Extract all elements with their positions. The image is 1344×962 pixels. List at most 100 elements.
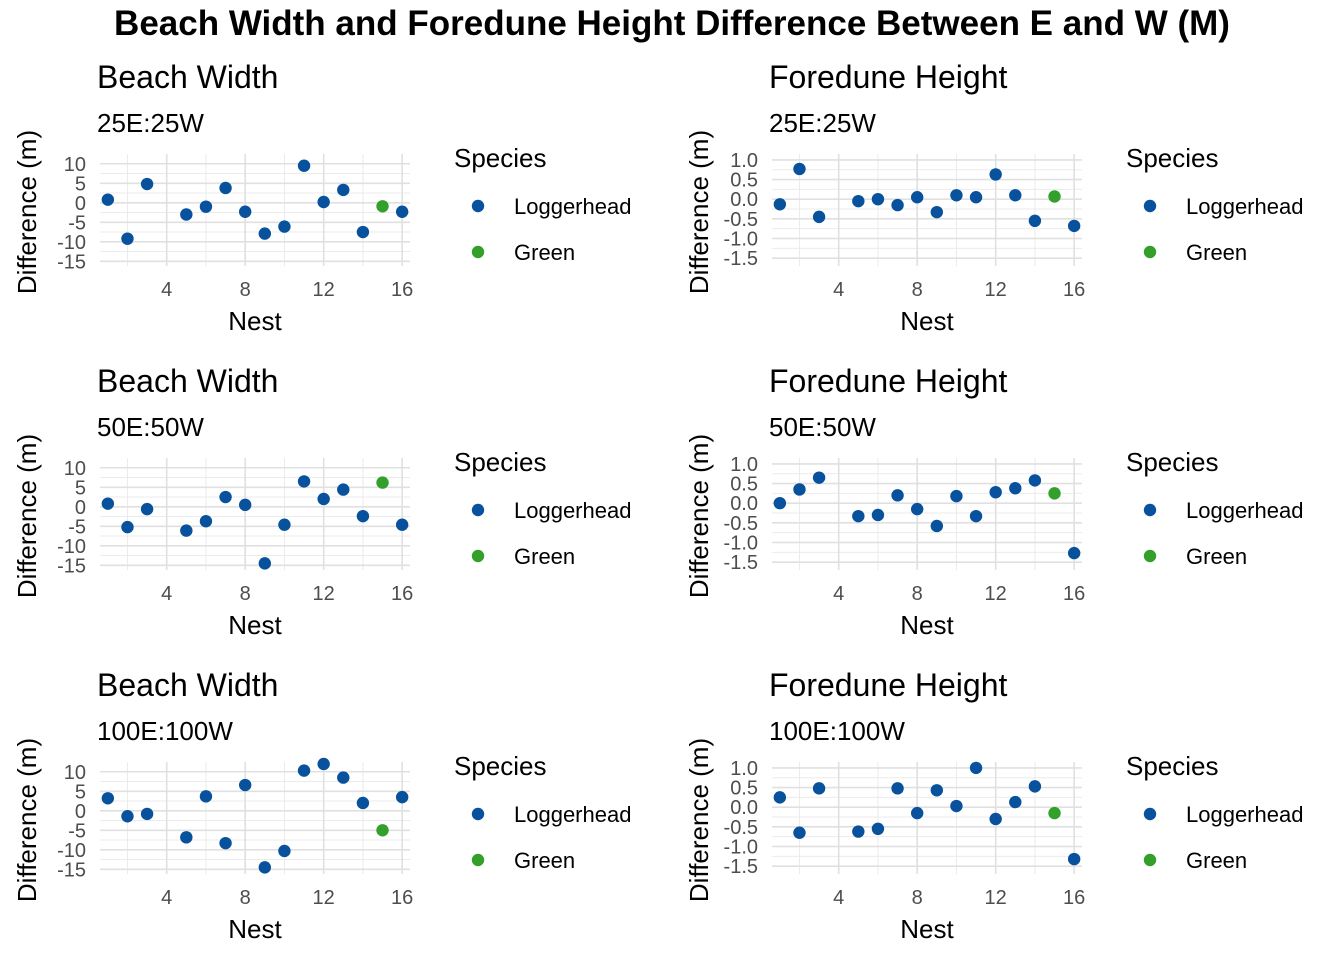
loggerhead-point [989,168,1002,181]
x-axis-title: Nest [900,914,954,944]
loggerhead-point [1028,474,1042,487]
y-tick-label: 5 [75,781,86,803]
y-tick-label: -10 [57,232,86,254]
y-tick-label: 0 [75,801,86,823]
y-axis-title: Difference (m) [12,738,42,902]
legend-key-green [471,549,485,563]
y-tick-label: 0.0 [730,189,758,211]
y-tick-label: 10 [64,762,86,784]
chart-svg: Foredune Height100E:100W1.00.50.0-0.5-1.… [684,667,1303,944]
panel-subtitle: 25E:25W [769,108,876,138]
x-axis-title: Nest [228,610,282,640]
loggerhead-point [121,232,134,245]
panel-subtitle: 100E:100W [97,716,233,746]
green-point [1048,487,1061,500]
x-tick-label: 16 [1063,583,1085,605]
y-tick-label: 5 [75,477,86,499]
y-tick-label: -10 [57,840,86,862]
green-point [376,200,389,213]
legend-key-green [471,853,485,867]
green-point [376,824,389,837]
x-axis-title: Nest [228,306,282,336]
loggerhead-point [337,183,350,197]
loggerhead-point [989,812,1002,826]
panel-subtitle: 50E:50W [97,412,204,442]
loggerhead-point [238,205,252,218]
loggerhead-point [238,498,252,512]
legend-label-green: Green [514,848,575,873]
loggerhead-point [199,515,213,528]
y-tick-label: 1.0 [730,150,758,172]
loggerhead-point [969,191,983,204]
figure-title: Beach Width and Foredune Height Differen… [114,4,1230,43]
x-tick-label: 4 [161,279,172,301]
x-tick-label: 4 [833,583,844,605]
legend-key-loggerhead [471,199,485,213]
foredune-height-50-panel: Foredune Height 50E:50W 1.0 0.5 0.0 -0.5 -1.0-… [672,354,1344,658]
loggerhead-point [199,200,213,213]
loggerhead-point [891,489,904,502]
x-tick-label: 4 [833,279,844,301]
loggerhead-point [793,826,806,839]
loggerhead-point [793,483,806,496]
green-point [376,476,389,489]
loggerhead-point [297,475,311,488]
y-tick-label: 0.5 [730,474,758,496]
loggerhead-point [1028,780,1042,793]
y-tick-label: 5 [75,173,86,195]
legend-key-green [1143,549,1157,563]
legend-label-loggerhead: Loggerhead [514,498,631,523]
loggerhead-point [101,193,115,206]
y-tick-label: 0.5 [730,170,758,192]
x-tick-label: 16 [391,279,413,301]
legend-key-loggerhead [1143,199,1157,213]
panel-subtitle: 100E:100W [769,716,905,746]
loggerhead-point [950,489,963,503]
x-tick-label: 12 [985,279,1007,301]
loggerhead-point [395,790,409,804]
y-tick-label: 1.0 [730,454,758,476]
y-tick-label: -15 [57,251,86,273]
chart-svg: Foredune Height 50E:50W 1.00.50.0-0.5-1.0-… [684,363,1303,640]
x-tick-label: 8 [240,583,251,605]
foredune-height-25-panel: Foredune Height 25E:25W 1.0 0.5 0.0 -0.5 -1.0-… [672,50,1344,354]
legend-label-loggerhead: Loggerhead [1186,194,1303,219]
y-tick-label: 10 [64,458,86,480]
legend-title: Species [454,447,547,477]
loggerhead-point [930,205,944,219]
loggerhead-point [297,764,311,777]
loggerhead-point [1067,219,1081,233]
legend-key-green [471,245,485,259]
legend-key-green [1143,245,1157,259]
chart-svg: Foredune Height 25E:25W 1.00.50.0-0.5-1.0-… [684,59,1303,336]
loggerhead-point [989,485,1002,499]
panel-title: Beach Width [97,363,278,399]
y-tick-label: -15 [57,859,86,881]
loggerhead-point [219,181,232,195]
x-axis-title: Nest [900,610,954,640]
y-tick-label: 0 [75,497,86,519]
loggerhead-point [121,520,134,534]
panel-subtitle: 25E:25W [97,108,204,138]
x-tick-label: 12 [313,887,335,909]
legend-label-green: Green [1186,848,1247,873]
legend-label-green: Green [514,544,575,569]
loggerhead-point [950,189,963,202]
x-tick-label: 4 [833,887,844,909]
loggerhead-point [773,496,787,510]
y-tick-label: -5 [68,820,86,842]
loggerhead-point [950,799,963,813]
y-tick-label: -1.0 [724,532,758,554]
loggerhead-point [930,784,944,797]
y-tick-label: -5 [68,516,86,538]
panel-title: Foredune Height [769,363,1007,399]
loggerhead-point [180,831,193,844]
loggerhead-point [140,807,154,821]
loggerhead-point [140,502,154,516]
y-tick-label: -1.0 [724,836,758,858]
legend-title: Species [1126,447,1219,477]
x-tick-label: 8 [912,887,923,909]
loggerhead-point [356,509,370,523]
x-tick-label: 12 [313,583,335,605]
